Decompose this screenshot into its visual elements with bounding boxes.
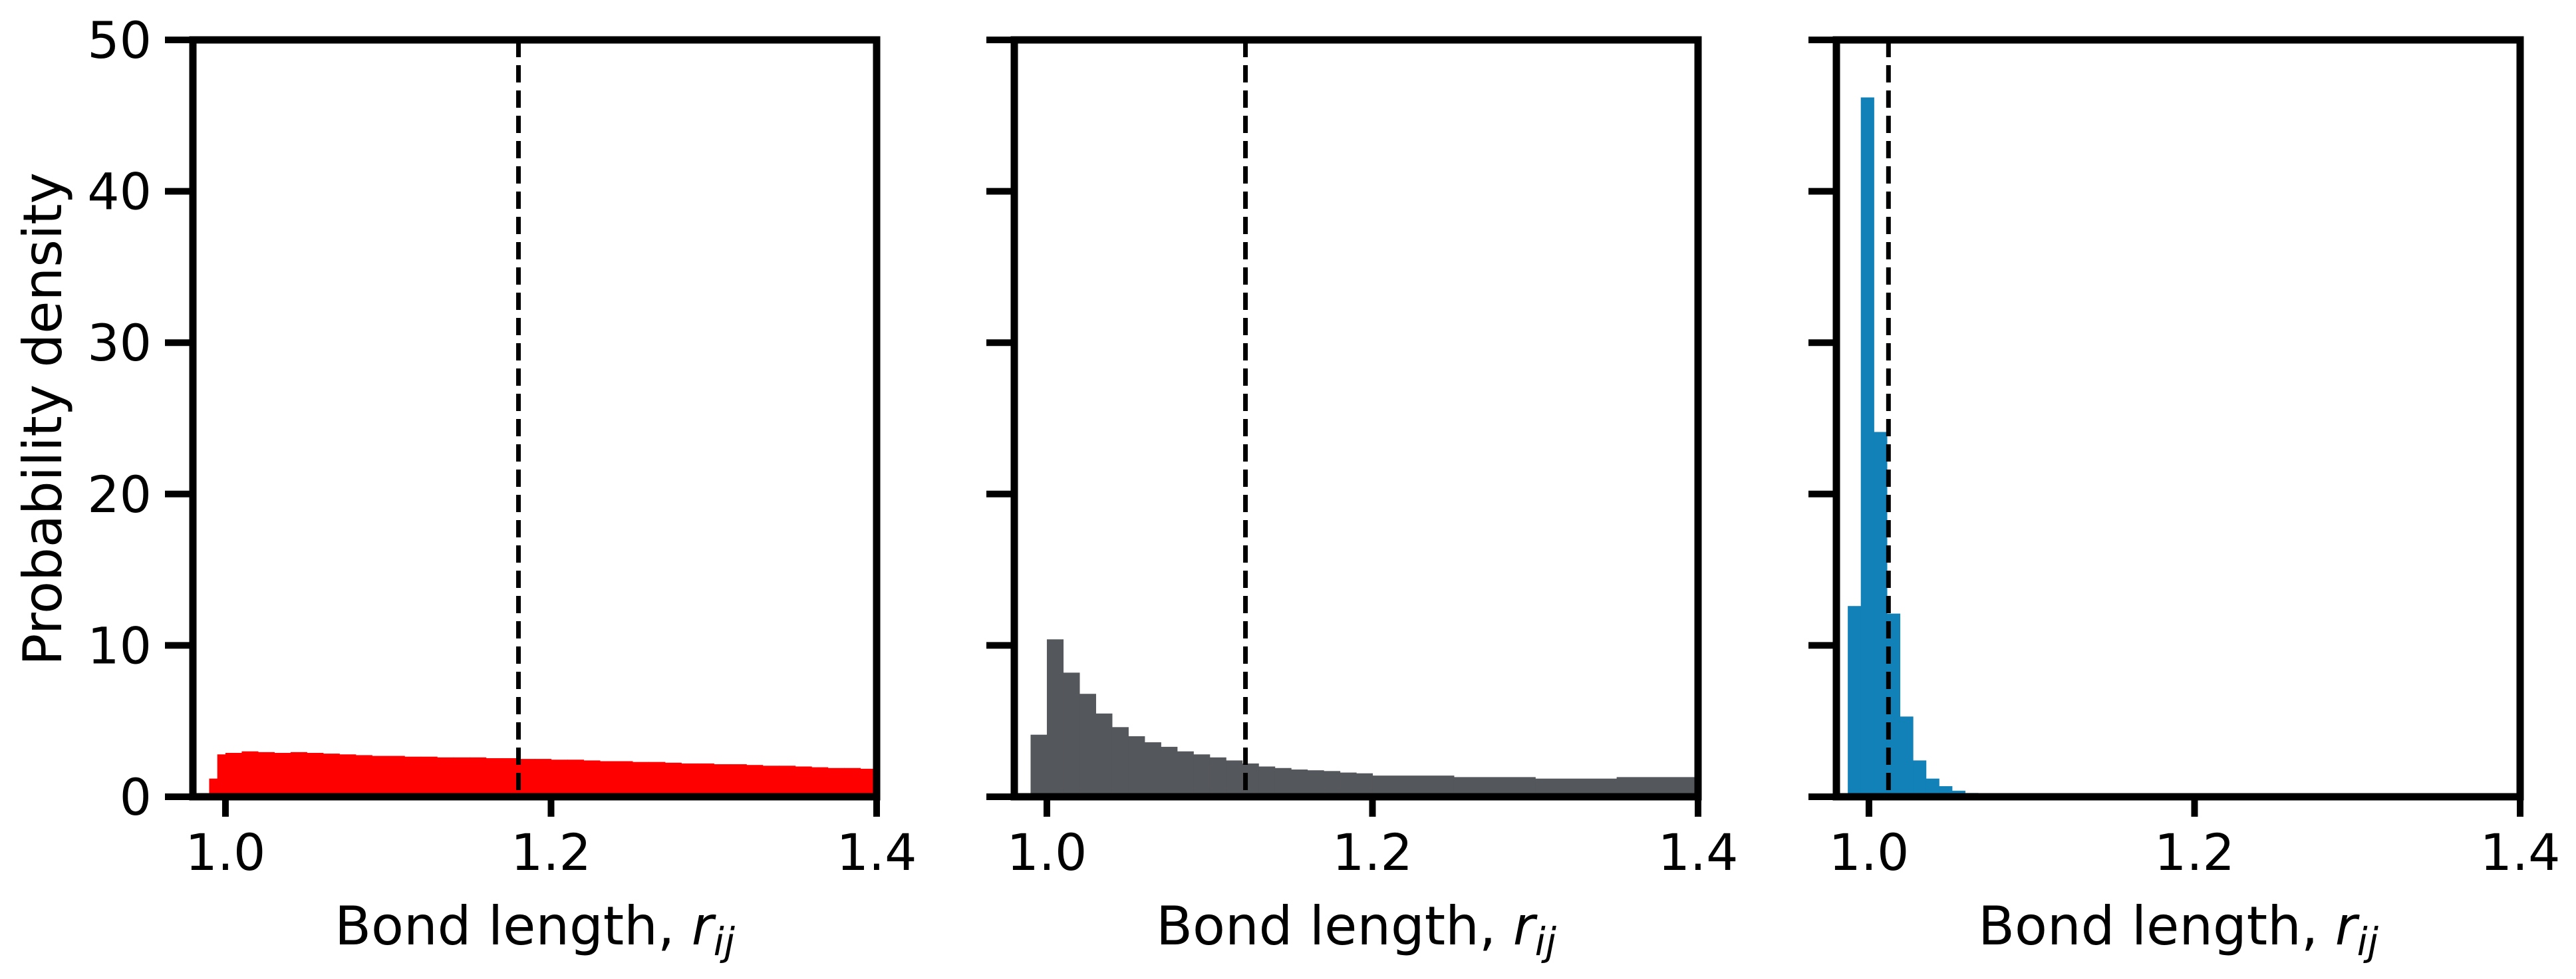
panel-right: 1.0 1.2 1.4 Bond length, rij <box>1808 36 2561 964</box>
histogram-bar-middle <box>1144 742 1161 797</box>
histogram-bar-left <box>730 764 747 797</box>
histogram-bar-left <box>274 753 291 797</box>
histogram-bar-middle <box>1356 773 1373 797</box>
histogram-bar-left <box>225 753 243 797</box>
x-tick-label-right: 1.2 <box>2154 823 2235 882</box>
histogram-bar-left <box>599 761 617 797</box>
y-tick-label-left: 40 <box>87 162 152 221</box>
histogram-bar-left <box>664 762 682 797</box>
axes-frame-middle <box>1010 36 1702 801</box>
histogram-bar-left <box>453 757 470 797</box>
histogram-bar-middle <box>1177 751 1194 797</box>
histogram-bar-left <box>795 766 812 797</box>
histogram-bar-middle <box>1291 769 1308 797</box>
histogram-bar-left <box>307 753 324 797</box>
histogram-bars-right <box>1848 97 2005 797</box>
x-tick-label-right: 1.0 <box>1829 823 1910 882</box>
histogram-bar-right <box>1900 716 1914 797</box>
histogram-bar-left <box>827 768 845 797</box>
histogram-bar-middle <box>1274 768 1292 797</box>
histogram-bar-left <box>779 766 796 797</box>
histogram-bar-left <box>372 756 389 797</box>
histogram-bar-middle <box>1111 727 1129 797</box>
x-tick-label-middle: 1.0 <box>1007 823 1087 882</box>
histogram-bar-middle <box>1095 713 1113 797</box>
histogram-bar-left <box>470 757 487 797</box>
histogram-bar-left <box>209 778 218 797</box>
histogram-bar-left <box>844 768 861 797</box>
histogram-bar-left <box>518 759 535 797</box>
histogram-bar-middle <box>1226 760 1243 797</box>
histogram-bar-left <box>486 758 503 797</box>
histogram-bar-right <box>1926 778 1939 797</box>
x-tick-label-left: 1.2 <box>511 823 591 882</box>
histogram-bar-middle <box>1079 694 1096 797</box>
y-tick-label-left: 0 <box>120 768 152 827</box>
histogram-bar-left <box>290 752 307 797</box>
y-axis-label-group: Probability density <box>12 172 74 666</box>
x-tick-label-right: 1.4 <box>2480 823 2561 882</box>
histogram-bar-left <box>339 754 357 797</box>
histogram-bar-left <box>535 759 552 797</box>
histogram-bar-left <box>217 754 226 797</box>
ticks-right: 1.0 1.2 1.4 <box>1808 37 2561 882</box>
x-tick-label-middle: 1.4 <box>1658 823 1739 882</box>
histogram-bar-left <box>714 764 731 797</box>
histogram-bar-left <box>551 760 568 797</box>
histogram-bar-middle <box>1030 734 1048 797</box>
histogram-bar-left <box>388 756 405 797</box>
histogram-bar-left <box>762 766 780 797</box>
histogram-bar-right <box>1848 606 1862 797</box>
histogram-bar-left <box>355 755 372 797</box>
histogram-bar-left <box>257 752 275 797</box>
panel-middle: 1.0 1.2 1.4 Bond length, rij <box>986 36 1739 964</box>
histogram-bar-left <box>746 765 764 797</box>
histogram-bar-left <box>632 762 649 797</box>
panel-left: 1.0 1.2 1.4 0 10 20 30 40 50 Bond length, rij <box>87 11 917 964</box>
histogram-bar-right <box>1913 760 1927 797</box>
x-tick-label-left: 1.0 <box>186 823 266 882</box>
histogram-bar-middle <box>1128 736 1145 797</box>
histogram-bar-middle <box>1340 772 1357 797</box>
x-tick-label-left: 1.4 <box>837 823 917 882</box>
histogram-bars-left <box>209 751 877 797</box>
histogram-bar-middle <box>1161 746 1178 797</box>
y-tick-label-left: 50 <box>87 11 152 70</box>
histogram-bar-middle <box>1046 639 1064 797</box>
histogram-bar-middle <box>1209 757 1226 797</box>
histogram-bar-middle <box>1307 770 1324 797</box>
x-axis-label-left: Bond length, rij <box>335 895 736 964</box>
histogram-bar-left <box>681 763 698 797</box>
histogram-bar-left <box>616 761 633 797</box>
histogram-bar-left <box>437 757 454 797</box>
axes-frame-right <box>1832 36 2524 801</box>
histogram-bar-middle <box>1063 672 1080 797</box>
histogram-bar-left <box>502 758 519 797</box>
histogram-bar-left <box>811 767 829 797</box>
histogram-bar-right <box>1860 97 1874 797</box>
histogram-bar-left <box>648 762 666 797</box>
y-tick-label-left: 20 <box>87 465 152 524</box>
histogram-bar-left <box>583 760 601 797</box>
histogram-bar-right <box>1874 432 1888 797</box>
y-tick-label-left: 10 <box>87 616 152 675</box>
histogram-bar-left <box>241 751 259 797</box>
histogram-bar-left <box>404 756 422 797</box>
histogram-bar-left <box>697 763 714 797</box>
y-axis-label: Probability density <box>12 172 74 666</box>
histogram-bar-left <box>323 754 340 797</box>
x-axis-label-right: Bond length, rij <box>1978 895 2379 964</box>
ticks-left: 1.0 1.2 1.4 0 10 20 30 40 50 <box>87 11 917 882</box>
histogram-bar-left <box>567 760 585 797</box>
histogram-bar-middle <box>1324 771 1341 797</box>
histogram-bar-middle <box>1258 766 1276 797</box>
axes-frame-left <box>189 36 881 801</box>
y-tick-label-left: 30 <box>87 313 152 372</box>
x-tick-label-middle: 1.2 <box>1332 823 1413 882</box>
histogram-bars-middle <box>1030 639 1699 797</box>
histogram-bar-middle <box>1193 754 1211 797</box>
x-axis-label-middle: Bond length, rij <box>1156 895 1557 964</box>
histogram-bar-left <box>420 756 438 797</box>
